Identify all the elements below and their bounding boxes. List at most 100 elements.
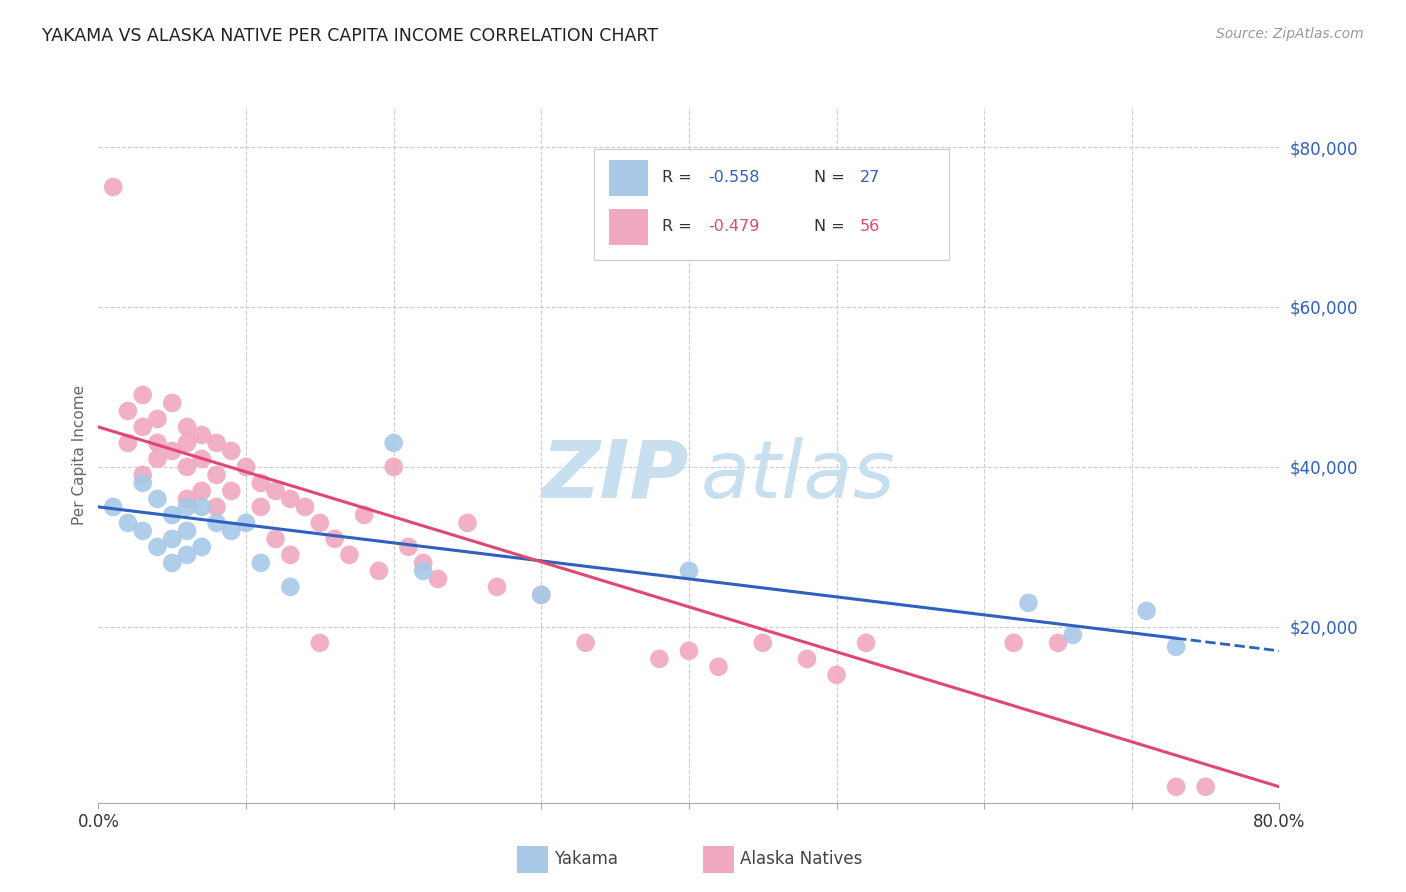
Point [176,436,198,450]
Point [191,451,214,466]
Bar [703,847,734,873]
Point [221,524,243,538]
Point [339,548,361,562]
Text: Source: ZipAtlas.com: Source: ZipAtlas.com [1216,27,1364,41]
Point [191,483,214,498]
Point [796,652,818,666]
Point [103,500,125,514]
Point [1002,636,1025,650]
Point [146,491,169,506]
Point [309,516,332,530]
Point [678,644,700,658]
Point [146,540,169,554]
Text: YAKAMA VS ALASKA NATIVE PER CAPITA INCOME CORRELATION CHART: YAKAMA VS ALASKA NATIVE PER CAPITA INCOM… [42,27,658,45]
Point [117,404,139,418]
Bar [609,160,648,195]
Point [1195,780,1218,794]
Point [280,548,302,562]
Point [1136,604,1159,618]
Point [752,636,775,650]
Point [368,564,391,578]
Point [1166,640,1188,654]
Point [146,436,169,450]
Text: -0.558: -0.558 [707,170,759,186]
Point [1046,636,1070,650]
Point [855,636,877,650]
Point [117,436,139,450]
Point [530,588,553,602]
Point [235,516,257,530]
Point [250,475,273,490]
Point [162,396,183,410]
Point [146,412,169,426]
Point [309,636,332,650]
Point [191,500,214,514]
Point [176,491,198,506]
Point [162,532,183,546]
Text: atlas: atlas [700,437,896,515]
Point [205,516,228,530]
Point [205,500,228,514]
Y-axis label: Per Capita Income: Per Capita Income [72,384,87,525]
Point [132,524,155,538]
Point [235,459,257,474]
Point [412,564,434,578]
Point [323,532,346,546]
Text: Yakama: Yakama [554,849,619,868]
Point [191,540,214,554]
Text: ZIP: ZIP [541,437,689,515]
Text: 27: 27 [860,170,880,186]
Point [250,500,273,514]
Text: Alaska Natives: Alaska Natives [740,849,862,868]
Text: R =: R = [662,170,696,186]
Text: -0.479: -0.479 [707,219,759,235]
Point [132,475,155,490]
Point [132,420,155,434]
Point [382,459,405,474]
Point [264,483,287,498]
Point [205,436,228,450]
Point [132,388,155,402]
Point [825,668,848,682]
Point [1062,628,1084,642]
Point [221,483,243,498]
Text: 56: 56 [860,219,880,235]
Bar [609,209,648,244]
Point [176,524,198,538]
Text: N =: N = [814,170,851,186]
Point [103,180,125,194]
Point [486,580,509,594]
Point [353,508,375,522]
Point [280,491,302,506]
Bar [517,847,548,873]
Point [132,467,155,482]
Text: N =: N = [814,219,851,235]
Point [162,444,183,458]
Point [176,459,198,474]
Point [382,436,405,450]
Point [678,564,700,578]
Point [648,652,671,666]
Point [1166,780,1188,794]
Point [575,636,598,650]
Point [427,572,450,586]
Point [530,588,553,602]
Point [280,580,302,594]
Point [1018,596,1040,610]
Point [176,420,198,434]
Point [146,451,169,466]
Point [398,540,420,554]
Point [221,444,243,458]
Point [205,467,228,482]
Point [294,500,316,514]
Point [162,508,183,522]
Point [412,556,434,570]
Point [176,500,198,514]
Text: R =: R = [662,219,696,235]
Point [162,556,183,570]
Point [457,516,479,530]
Point [264,532,287,546]
Point [707,660,730,674]
Point [117,516,139,530]
Point [176,548,198,562]
